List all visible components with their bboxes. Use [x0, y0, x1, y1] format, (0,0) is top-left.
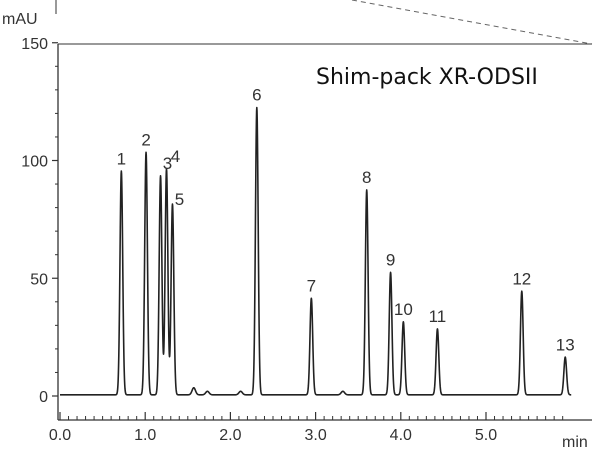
peak-label-3: 3 [163, 154, 172, 173]
peak-label-13: 13 [556, 335, 575, 354]
chromatogram-trace [59, 106, 572, 396]
x-tick-label-0.0: 0.0 [49, 427, 71, 444]
x-tick-label-1.0: 1.0 [134, 427, 156, 444]
chart-title: Shim-pack XR-ODSII [316, 65, 538, 90]
peak-label-12: 12 [512, 269, 531, 288]
y-axis: 0 50 100 150 [21, 36, 592, 420]
peak-label-7: 7 [307, 276, 316, 295]
peak-label-11: 11 [429, 307, 447, 326]
y-tick-label-0: 0 [39, 389, 48, 406]
x-tick-label-3.0: 3.0 [304, 427, 326, 444]
x-tick-label-2.0: 2.0 [219, 427, 241, 444]
zoom-callout-line [351, 0, 593, 45]
x-tick-label-5.0: 5.0 [475, 427, 497, 444]
y-tick-label-150: 150 [21, 36, 48, 53]
peak-label-9: 9 [386, 251, 395, 270]
y-tick-label-100: 100 [21, 154, 48, 171]
peak-label-8: 8 [362, 168, 371, 187]
peak-label-6: 6 [252, 86, 261, 105]
peak-label-1: 1 [117, 149, 126, 168]
peak-label-5: 5 [175, 190, 184, 209]
x-axis: 0.0 1.0 2.0 3.0 4.0 5.0 [49, 412, 592, 444]
x-axis-label: min [562, 434, 588, 451]
peak-label-10: 10 [394, 300, 413, 319]
peak-label-2: 2 [141, 130, 150, 149]
peak-label-4: 4 [171, 147, 180, 166]
x-tick-label-4.0: 4.0 [390, 427, 412, 444]
y-tick-label-50: 50 [30, 271, 48, 288]
y-axis-label: mAU [2, 11, 38, 28]
